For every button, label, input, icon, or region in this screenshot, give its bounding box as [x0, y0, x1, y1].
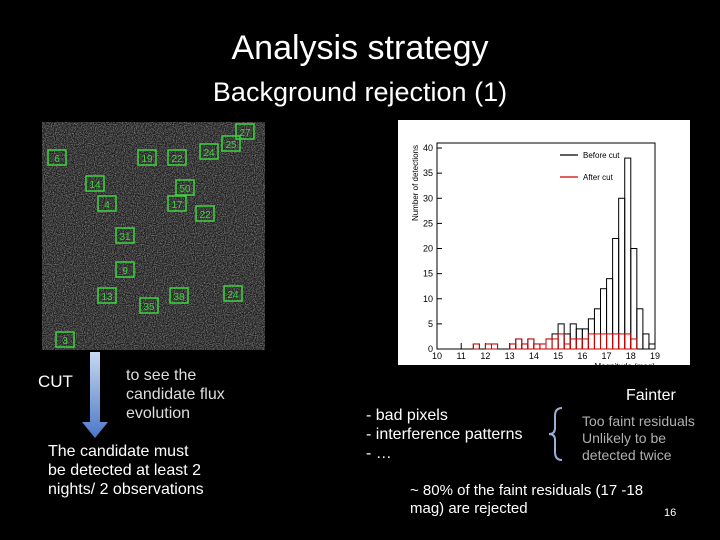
candidate-label: 22: [171, 154, 183, 165]
legend-label: Before cut: [583, 151, 620, 160]
candidate-box: [167, 195, 187, 212]
arrow-note: to see the candidate flux evolution: [126, 367, 225, 423]
y-tick-label: 30: [423, 193, 433, 203]
y-tick-label: 5: [428, 319, 433, 329]
x-tick-label: 10: [432, 351, 442, 361]
x-tick-label: 13: [505, 351, 515, 361]
legend-label: After cut: [583, 173, 614, 182]
histogram-bar: [472, 343, 480, 350]
x-tick-label: 12: [480, 351, 490, 361]
histogram-panel: [398, 120, 690, 365]
y-tick-label: 0: [428, 344, 433, 354]
y-tick-label: 10: [423, 294, 433, 304]
candidate-box: [55, 331, 75, 348]
x-tick-label: 17: [602, 351, 612, 361]
histogram: 0 5 10 15 20 25 30 35 40 10 11 12 13 14 15 16 17 18 19Magn…: [411, 142, 660, 371]
candidate-label: 50: [179, 184, 191, 195]
candidate-box: [47, 149, 67, 166]
candidate-label: 25: [225, 140, 237, 151]
y-tick-label: 25: [423, 218, 433, 228]
x-tick-label: 18: [626, 351, 636, 361]
x-axis-label: Magnitude (mag): [595, 362, 656, 371]
y-tick-label: 15: [423, 269, 433, 279]
candidate-label: 24: [203, 148, 215, 159]
y-tick-label: 40: [423, 143, 433, 153]
candidate-box: [175, 179, 195, 196]
histogram-bar: [630, 338, 638, 350]
histogram-bar: [642, 333, 650, 350]
consequence: Too faint residuals: [582, 413, 695, 429]
x-tick-label: 11: [457, 351, 466, 361]
candidate-label: 27: [239, 128, 251, 139]
cause: - bad pixels: [366, 407, 448, 424]
histogram-bar: [648, 343, 656, 350]
conclusion: ~ 80% of the faint residuals (17 -18 mag…: [410, 482, 644, 517]
candidate-label: 9: [122, 266, 128, 277]
candidate-box: [115, 227, 135, 244]
candidate-box: [235, 123, 255, 140]
x-tick-label: 16: [577, 351, 587, 361]
candidate-label: 4: [104, 200, 110, 211]
candidate-label: 17: [171, 200, 183, 211]
x-tick-label: 19: [650, 351, 660, 361]
candidate-label: 13: [101, 292, 113, 303]
page-number: 16: [664, 507, 677, 519]
candidate-label: 35: [143, 302, 155, 313]
candidate-box: [115, 261, 135, 278]
down-arrow: [82, 352, 108, 438]
candidate-box: [97, 195, 117, 212]
histogram-bar: [557, 333, 565, 350]
candidate-box: [221, 135, 241, 152]
candidate-label: 31: [119, 232, 131, 243]
brace: [548, 407, 563, 461]
field-noise: [42, 122, 265, 350]
y-tick-label: 35: [423, 168, 433, 178]
fainter-label: Fainter: [626, 387, 676, 404]
slide-subtitle: Background rejection (1): [212, 77, 508, 107]
candidate-box: [169, 287, 189, 304]
candidate-label: 3: [62, 336, 68, 347]
candidate-label: 24: [227, 290, 239, 301]
candidate-box: [195, 205, 215, 222]
candidate-label: 22: [199, 210, 211, 221]
candidate-label: 38: [173, 292, 185, 303]
histogram-bar: [491, 343, 499, 350]
candidate-box: [137, 149, 157, 166]
candidate-label: 19: [141, 154, 153, 165]
cause: - interference patterns: [366, 426, 523, 444]
candidate-box: [167, 149, 187, 166]
y-axis-label: Number of detections: [411, 145, 420, 221]
x-tick-label: 15: [553, 351, 563, 361]
x-tick-label: 14: [529, 351, 539, 361]
consequences: Too faint residuals Unlikely to be detec…: [582, 413, 718, 463]
requirement: The candidate must be detected at least …: [48, 443, 204, 499]
y-tick-label: 20: [423, 244, 433, 254]
cause: - …: [366, 445, 392, 463]
candidate-box: [97, 287, 117, 304]
causes: - bad pixels - interference patterns - …: [366, 406, 523, 464]
candidate-box: [199, 143, 219, 160]
candidate-box: [223, 285, 243, 302]
candidate-label: 6: [54, 154, 60, 165]
candidate-box: [85, 175, 105, 192]
candidate-label: 14: [89, 180, 101, 191]
histogram-bar: [636, 308, 644, 350]
slide-title: Analysis strategy: [231, 29, 489, 67]
cut-label: CUT: [38, 372, 73, 391]
consequence: Unlikely to be detected twice: [582, 429, 672, 463]
candidate-box: [139, 297, 159, 314]
